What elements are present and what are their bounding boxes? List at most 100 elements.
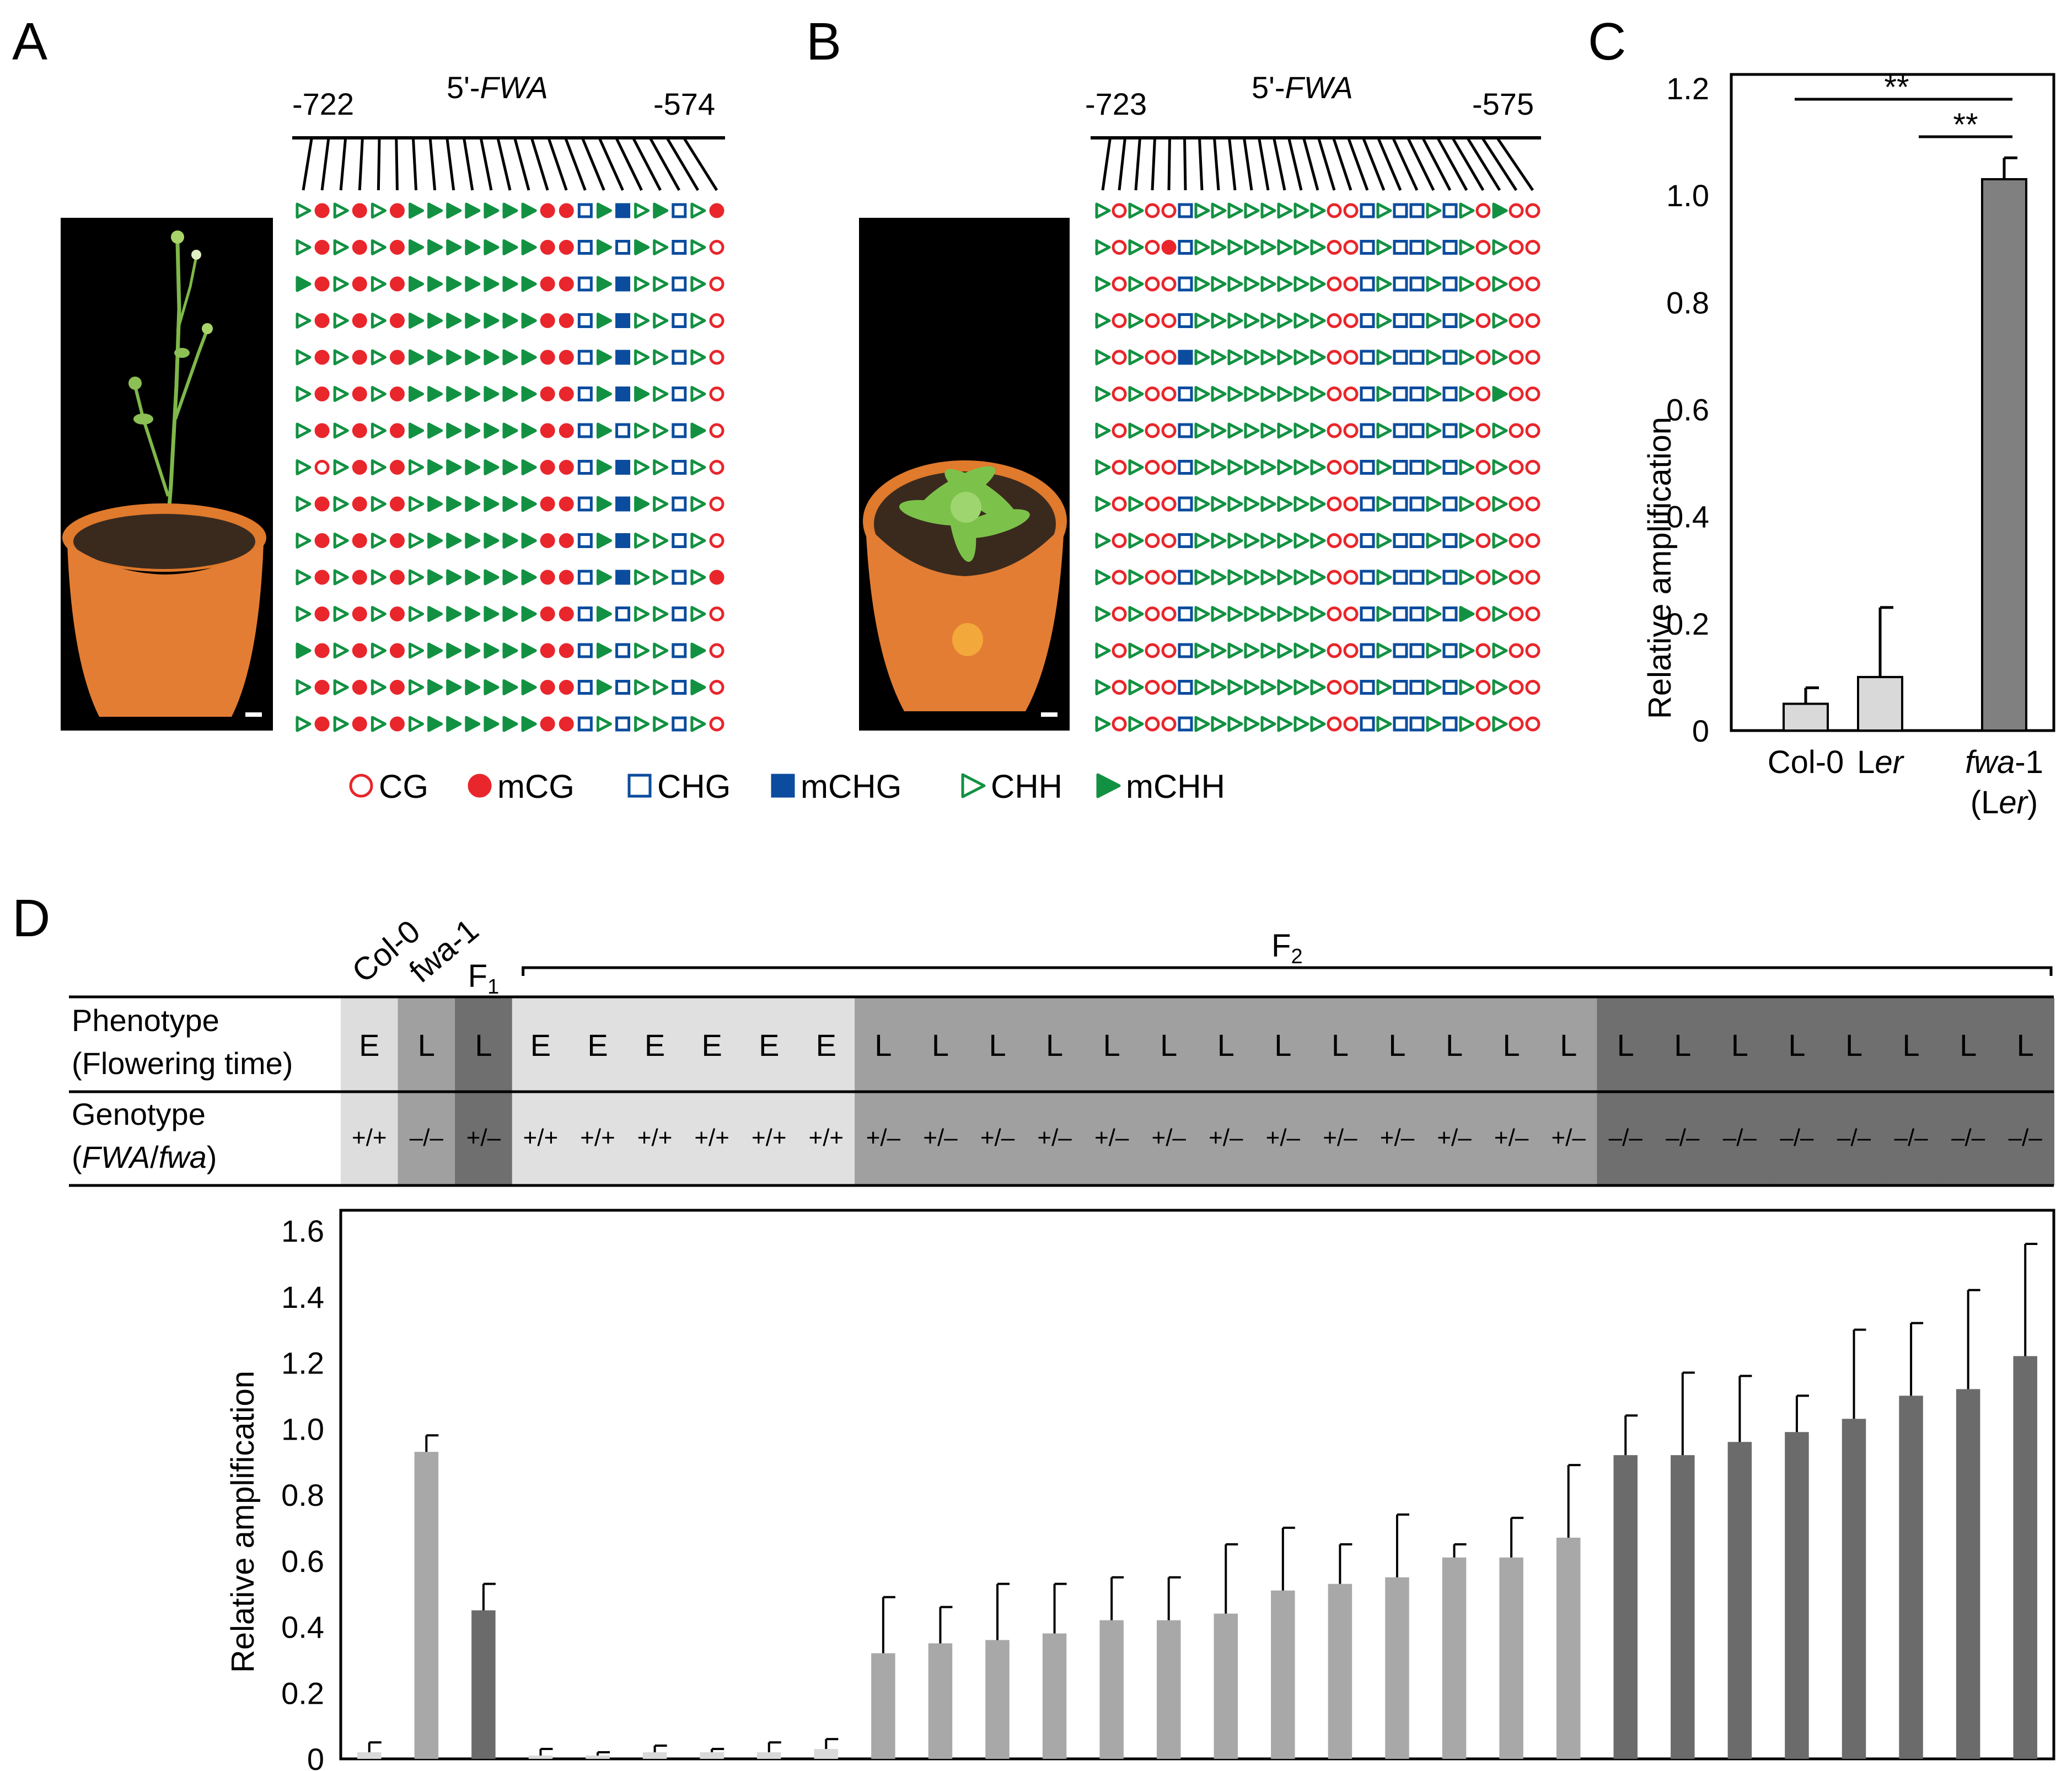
chh-site (296, 459, 312, 475)
mchh-site (465, 239, 481, 255)
mchh-site (484, 496, 500, 512)
mcg-site (389, 643, 405, 658)
cg-site (1327, 313, 1342, 328)
mchh-site (427, 642, 443, 659)
mchh-site (465, 569, 481, 586)
chh-site (690, 202, 706, 219)
chh-site (1293, 239, 1309, 255)
chart-d-ylabel: Relative amplification (225, 1371, 261, 1673)
chg-site (1409, 313, 1425, 328)
mchh-site (446, 422, 462, 439)
chg-site (577, 276, 593, 292)
mchh-site (465, 349, 481, 366)
mcg-site (389, 240, 405, 255)
chh-site (1128, 679, 1144, 695)
chh-site (634, 679, 650, 695)
chh-site (1244, 313, 1260, 329)
mchh-site (446, 276, 462, 292)
chg-site (1360, 313, 1375, 328)
mchh-site (502, 606, 518, 622)
chh-site (690, 459, 706, 475)
site-tick (1213, 137, 1220, 191)
chh-site (1260, 202, 1276, 219)
mcg-site (540, 533, 555, 548)
phenotype-cell: E (359, 1028, 379, 1062)
chg-site (1393, 496, 1408, 512)
chh-site (690, 496, 706, 512)
chh-site (690, 386, 706, 402)
chh-site (1310, 276, 1326, 292)
chh-site (653, 459, 669, 475)
site-tick (598, 137, 624, 191)
site-tick (302, 137, 313, 191)
chg-site (577, 350, 593, 365)
chh-site (1095, 716, 1111, 732)
mchh-site (427, 313, 443, 329)
chh-site (371, 496, 387, 512)
site-tick (320, 137, 330, 191)
chh-site (653, 276, 669, 292)
chh-site (371, 569, 387, 586)
chg-site (1360, 423, 1375, 438)
chg-site (1442, 607, 1458, 621)
chh-site (1244, 239, 1260, 255)
chh-site (296, 313, 312, 329)
mchh-site (409, 313, 425, 329)
bar-d-13 (1099, 1620, 1124, 1759)
cg-site (1112, 716, 1127, 732)
cg-site (1475, 460, 1491, 475)
site-tick (547, 137, 568, 191)
chh-site (1310, 496, 1326, 512)
mcg-site (559, 716, 574, 732)
mcg-site (389, 276, 405, 292)
genotype-cell: +/– (1266, 1124, 1301, 1151)
chg-site (1409, 240, 1425, 255)
chh-site (1211, 679, 1227, 695)
chg-site (577, 423, 593, 438)
chg-site (1360, 350, 1375, 365)
chh-site (1244, 276, 1260, 292)
chh-site (1426, 349, 1442, 366)
chh-site (1277, 679, 1293, 695)
mcg-site (540, 313, 555, 328)
chh-site (1492, 716, 1508, 732)
chh-site (1244, 533, 1260, 549)
chh-site (296, 239, 312, 255)
phenotype-cell: L (1731, 1028, 1748, 1062)
mchh-site (484, 313, 500, 329)
phenotype-cell: L (1217, 1028, 1234, 1062)
phenotype-cell: L (1503, 1028, 1520, 1062)
mchh-site (427, 569, 443, 586)
chh-site (1260, 606, 1276, 622)
mcg-site (559, 203, 574, 218)
cg-site (1525, 570, 1540, 585)
chh-site (1128, 459, 1144, 475)
mchh-site (502, 349, 518, 366)
chg-site (1360, 643, 1375, 658)
site-tick (513, 137, 530, 191)
cg-site (1145, 643, 1160, 658)
chh-site (1128, 239, 1144, 255)
genotype-cell: –/– (1894, 1124, 1928, 1151)
site-tick (1302, 137, 1319, 191)
cg-site (1112, 313, 1127, 328)
pos-start-a: -722 (292, 87, 354, 121)
mcg-site (559, 643, 574, 658)
chh-site (1227, 459, 1243, 475)
sig-mark-1: ** (1884, 69, 1909, 105)
chh-site (1376, 569, 1392, 586)
mchh-site (596, 202, 612, 219)
chg-site (1178, 643, 1193, 658)
chh-site (1194, 496, 1210, 512)
chh-site (1260, 533, 1276, 549)
y-tick-label: 1.0 (1666, 178, 1709, 213)
cg-site (1343, 240, 1359, 255)
chh-site (653, 496, 669, 512)
cg-site (1343, 350, 1359, 365)
chh-site (1194, 459, 1210, 475)
mchh-site (690, 679, 706, 695)
chg-site (672, 423, 687, 438)
cg-site (1475, 203, 1491, 218)
cg-site (1475, 570, 1491, 585)
chh-site (1376, 533, 1392, 549)
